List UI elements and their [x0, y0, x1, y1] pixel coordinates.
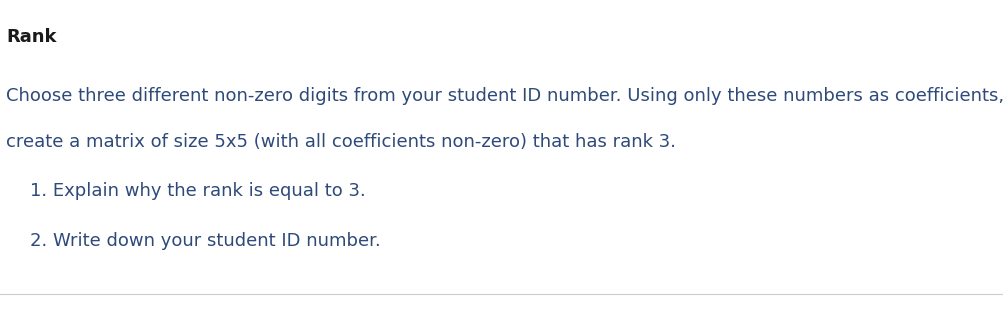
- Text: create a matrix of size 5x5 (with all coefficients non-zero) that has rank 3.: create a matrix of size 5x5 (with all co…: [6, 133, 676, 151]
- Text: Choose three different non-zero digits from your student ID number. Using only t: Choose three different non-zero digits f…: [6, 87, 1003, 104]
- Text: Rank: Rank: [6, 28, 56, 46]
- Text: 1. Explain why the rank is equal to 3.: 1. Explain why the rank is equal to 3.: [29, 182, 365, 200]
- Text: 2. Write down your student ID number.: 2. Write down your student ID number.: [29, 232, 380, 250]
